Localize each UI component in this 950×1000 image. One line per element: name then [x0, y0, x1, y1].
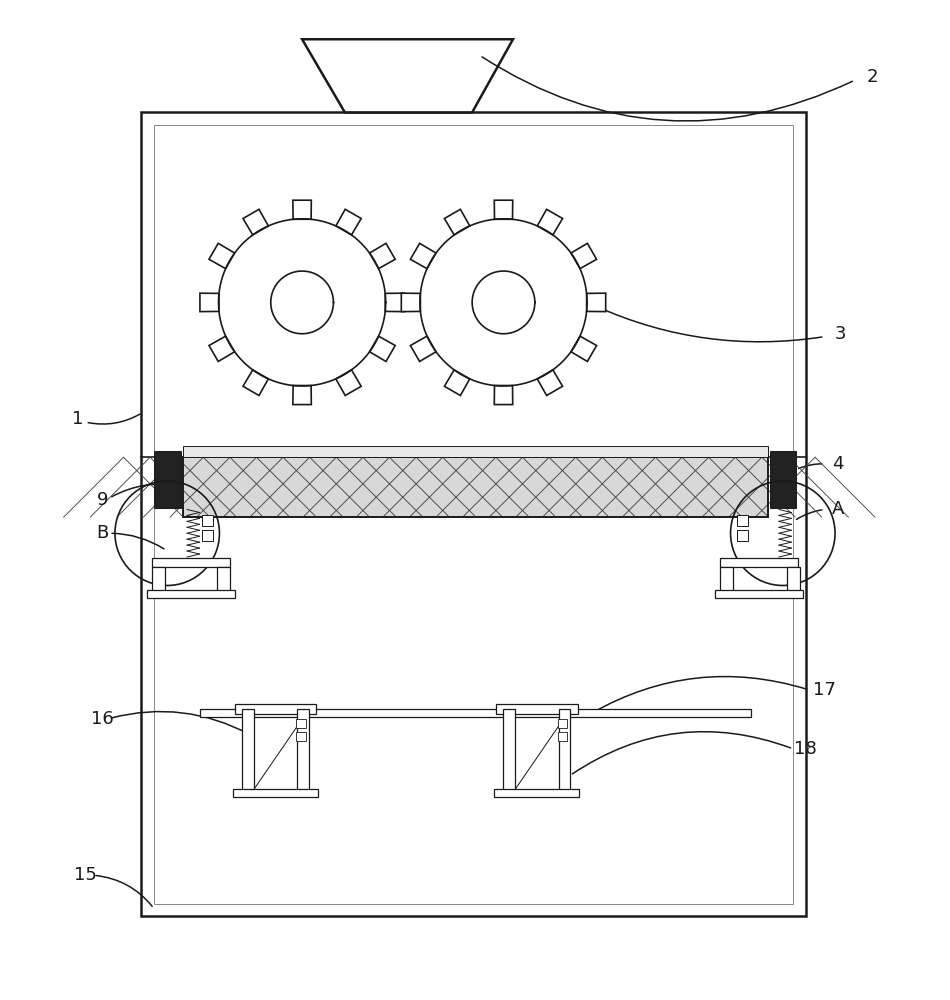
Polygon shape — [336, 209, 361, 235]
Polygon shape — [445, 209, 469, 235]
Bar — [233, 789, 318, 797]
Polygon shape — [209, 336, 235, 361]
Polygon shape — [401, 293, 421, 312]
Text: 18: 18 — [794, 740, 817, 758]
Text: 9: 9 — [97, 491, 108, 509]
Polygon shape — [336, 370, 361, 396]
Bar — [720, 558, 798, 566]
Text: 16: 16 — [91, 710, 114, 728]
Polygon shape — [586, 293, 606, 312]
Polygon shape — [271, 271, 333, 334]
Bar — [720, 566, 733, 595]
Bar — [496, 704, 578, 714]
Bar — [217, 566, 230, 595]
Polygon shape — [243, 209, 268, 235]
Bar — [202, 515, 213, 526]
Bar — [152, 558, 230, 566]
Bar — [235, 704, 316, 714]
Text: 2: 2 — [866, 68, 878, 86]
Bar — [183, 457, 768, 517]
Polygon shape — [243, 370, 268, 396]
Polygon shape — [538, 370, 562, 396]
Bar — [154, 125, 793, 904]
Polygon shape — [200, 293, 219, 312]
Bar — [296, 732, 306, 741]
Polygon shape — [494, 386, 513, 405]
Bar — [297, 709, 309, 790]
Polygon shape — [209, 243, 235, 269]
Bar — [242, 709, 254, 790]
Polygon shape — [445, 370, 469, 396]
Text: 4: 4 — [832, 455, 844, 473]
Text: A: A — [831, 500, 845, 518]
Text: 17: 17 — [813, 681, 836, 699]
Bar — [559, 709, 570, 790]
Bar — [504, 709, 515, 790]
Bar — [494, 789, 580, 797]
Polygon shape — [293, 386, 312, 405]
Bar — [737, 515, 748, 526]
Polygon shape — [218, 219, 386, 386]
Bar — [152, 566, 165, 595]
Bar — [202, 530, 213, 541]
Text: 1: 1 — [72, 410, 84, 428]
Polygon shape — [385, 293, 405, 312]
Bar — [296, 718, 306, 728]
Polygon shape — [302, 39, 513, 112]
Text: 3: 3 — [835, 325, 846, 343]
Bar — [737, 530, 748, 541]
Bar — [147, 590, 235, 598]
Text: 15: 15 — [74, 866, 97, 884]
Bar — [200, 709, 751, 717]
Polygon shape — [370, 336, 395, 361]
Polygon shape — [410, 336, 436, 361]
Polygon shape — [571, 243, 597, 269]
Bar — [154, 451, 180, 508]
Bar — [183, 446, 768, 457]
Polygon shape — [420, 219, 587, 386]
Bar — [787, 566, 800, 595]
Polygon shape — [472, 271, 535, 334]
Polygon shape — [494, 200, 513, 219]
Polygon shape — [571, 336, 597, 361]
Bar — [558, 732, 567, 741]
Bar — [141, 112, 806, 916]
Polygon shape — [410, 243, 436, 269]
Text: B: B — [97, 524, 108, 542]
Bar — [183, 457, 768, 517]
Bar — [558, 718, 567, 728]
Polygon shape — [538, 209, 562, 235]
Bar — [715, 590, 803, 598]
Polygon shape — [293, 200, 312, 219]
Polygon shape — [370, 243, 395, 269]
Bar — [770, 451, 796, 508]
